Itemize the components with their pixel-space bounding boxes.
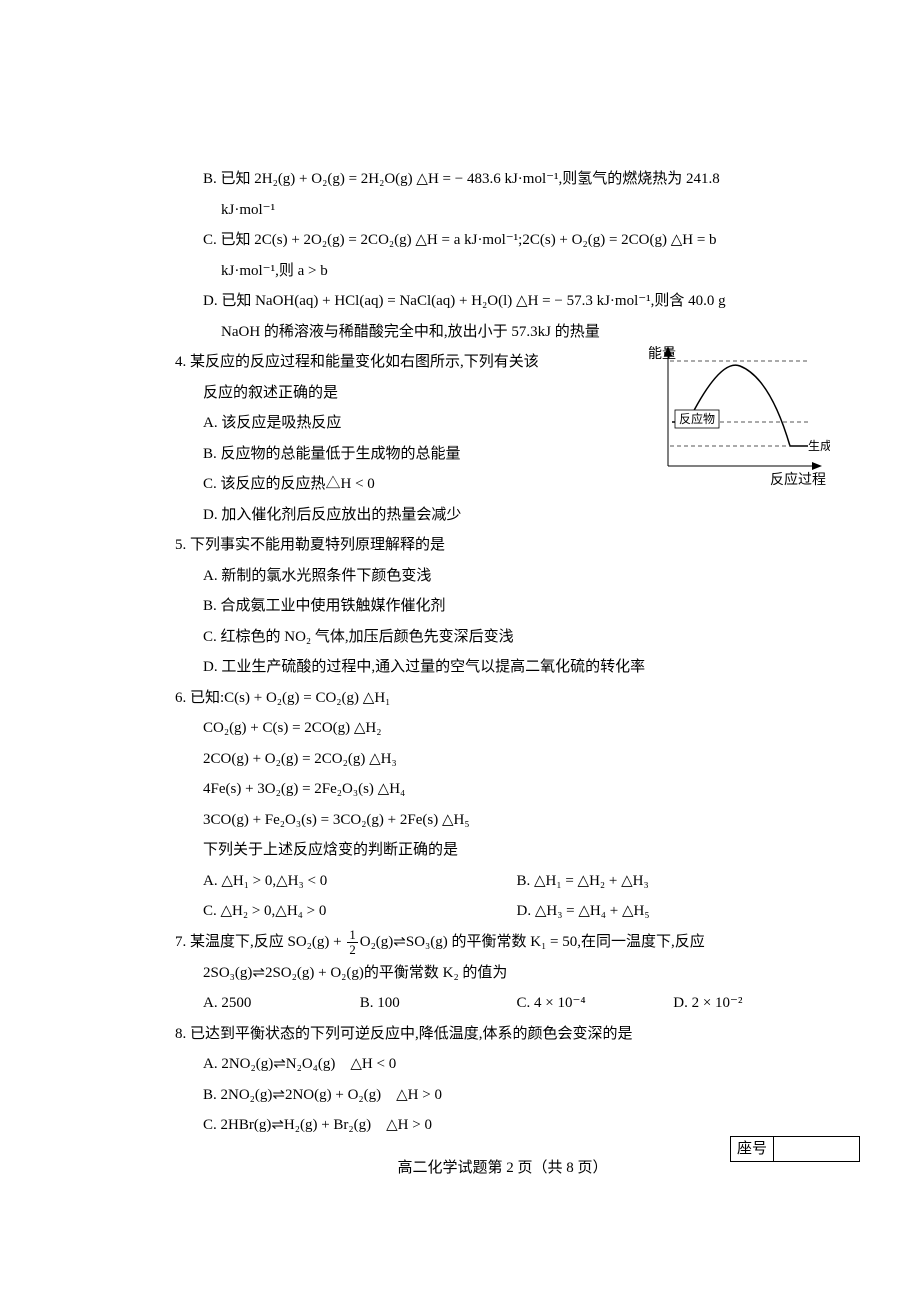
q6-option-c: C. △H₂ > 0,△H₄ > 0 — [203, 897, 517, 926]
q5-option-c: C. 红棕色的 NO₂ 气体,加压后颜色先变深后变浅 — [175, 623, 830, 652]
q3-option-d-cont: NaOH 的稀溶液与稀醋酸完全中和,放出小于 57.3kJ 的热量 — [175, 318, 830, 347]
q7-option-d: D. 2 × 10⁻² — [673, 989, 830, 1018]
q3-option-b: B. 已知 2H₂(g) + O₂(g) = 2H₂O(g) △H = − 48… — [175, 165, 830, 194]
diagram-product-label: 生成物 — [808, 439, 830, 453]
q6-eq3: 2CO(g) + O₂(g) = 2CO₂(g) △H₃ — [175, 745, 830, 774]
diagram-x-label: 反应过程 — [770, 471, 826, 488]
diagram-reactant-label: 反应物 — [679, 411, 715, 426]
q6-eq2: CO₂(g) + C(s) = 2CO(g) △H₂ — [175, 714, 830, 743]
q4-option-d: D. 加入催化剂后反应放出的热量会减少 — [175, 501, 830, 530]
q6-option-a: A. △H₁ > 0,△H₃ < 0 — [203, 867, 517, 896]
q6-option-b: B. △H₁ = △H₂ + △H₃ — [517, 867, 831, 896]
q8-option-b: B. 2NO₂(g)⇌2NO(g) + O₂(g) △H > 0 — [175, 1081, 830, 1110]
q3-option-c-cont: kJ·mol⁻¹,则 a > b — [175, 257, 830, 286]
q7-stem-b: O₂(g)⇌SO₃(g) 的平衡常数 K₁ = 50,在同一温度下,反应 — [360, 934, 705, 950]
q3-option-b-cont: kJ·mol⁻¹ — [175, 196, 830, 225]
q6-stem: 6. 已知:C(s) + O₂(g) = CO₂(g) △H₁ — [175, 684, 830, 713]
q7-option-a: A. 2500 — [203, 989, 360, 1018]
q5-stem: 5. 下列事实不能用勒夏特列原理解释的是 — [175, 531, 830, 560]
q5-option-a: A. 新制的氯水光照条件下颜色变浅 — [175, 562, 830, 591]
q7-option-c: C. 4 × 10⁻⁴ — [517, 989, 674, 1018]
diagram-y-label: 能量 — [648, 346, 676, 362]
q6-substem: 下列关于上述反应焓变的判断正确的是 — [175, 836, 830, 865]
seat-number-box: 座号 — [730, 1136, 860, 1162]
q7-stem-a: 7. 某温度下,反应 SO₂(g) + — [175, 934, 345, 950]
q5-option-b: B. 合成氨工业中使用铁触媒作催化剂 — [175, 592, 830, 621]
q7-stem: 7. 某温度下,反应 SO₂(g) + 12O₂(g)⇌SO₃(g) 的平衡常数… — [175, 928, 830, 957]
energy-diagram: 反应物 生成物 能量 反应过程 — [640, 346, 830, 491]
q7-fraction: 12 — [347, 928, 357, 957]
q5-option-d: D. 工业生产硫酸的过程中,通入过量的空气以提高二氧化硫的转化率 — [175, 653, 830, 682]
q3-option-d: D. 已知 NaOH(aq) + HCl(aq) = NaCl(aq) + H₂… — [175, 287, 830, 316]
q3-option-c: C. 已知 2C(s) + 2O₂(g) = 2CO₂(g) △H = a kJ… — [175, 226, 830, 255]
q6-eq5: 3CO(g) + Fe₂O₃(s) = 3CO₂(g) + 2Fe(s) △H₅ — [175, 806, 830, 835]
q8-stem: 8. 已达到平衡状态的下列可逆反应中,降低温度,体系的颜色会变深的是 — [175, 1020, 830, 1049]
q7-option-b: B. 100 — [360, 989, 517, 1018]
q7-stem2: 2SO₃(g)⇌2SO₂(g) + O₂(g)的平衡常数 K₂ 的值为 — [175, 959, 830, 988]
q8-option-a: A. 2NO₂(g)⇌N₂O₄(g) △H < 0 — [175, 1050, 830, 1079]
q6-option-d: D. △H₃ = △H₄ + △H₅ — [517, 897, 831, 926]
q6-eq4: 4Fe(s) + 3O₂(g) = 2Fe₂O₃(s) △H₄ — [175, 775, 830, 804]
seat-label: 座号 — [731, 1137, 774, 1161]
